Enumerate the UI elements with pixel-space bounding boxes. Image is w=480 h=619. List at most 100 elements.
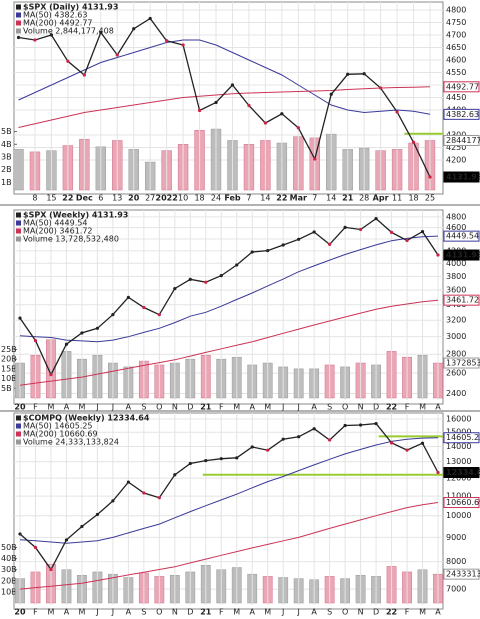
x-tick-label: S xyxy=(141,608,146,617)
price-tag-box xyxy=(443,497,480,509)
x-tick-label: 11 xyxy=(392,194,402,203)
legend-swatch xyxy=(16,28,21,34)
legend-label: Volume 24,333,133,824 xyxy=(23,438,119,447)
legend-swatch xyxy=(16,228,21,234)
price-point xyxy=(80,331,84,335)
x-tick-label: D xyxy=(373,608,379,617)
price-point xyxy=(111,499,115,503)
x-tick-label: A xyxy=(435,403,441,412)
price-point xyxy=(18,316,22,320)
y-tick-label: 2800 xyxy=(446,350,466,359)
price-tag: 4382.63 xyxy=(446,110,479,119)
x-tick-label: A xyxy=(64,608,70,617)
y-tick-label: 12000 xyxy=(446,474,471,483)
price-point xyxy=(142,491,146,495)
volume-tick-label: 20B xyxy=(1,355,17,364)
x-tick-label: J xyxy=(296,608,299,617)
price-point xyxy=(250,445,254,449)
x-tick-label: M xyxy=(78,403,85,412)
x-tick-label: 18 xyxy=(408,194,418,203)
price-point xyxy=(82,73,86,77)
price-point xyxy=(329,92,333,96)
legend-swatch xyxy=(16,4,21,10)
price-tag: 10660.69 xyxy=(446,498,480,507)
legend-label: $SPX (Weekly) 4131.93 xyxy=(23,211,128,220)
price-point xyxy=(214,100,218,105)
legend-swatch xyxy=(16,12,21,18)
price-tag: 12334.64 xyxy=(446,468,480,477)
legend-swatch xyxy=(16,423,21,429)
x-tick-label: 20 xyxy=(14,403,26,412)
x-tick-label: N xyxy=(358,403,364,412)
x-tick-label: M xyxy=(48,608,55,617)
x-tick-label: Feb xyxy=(224,194,241,203)
y-tick-label: 2400 xyxy=(446,389,466,398)
x-tick-label: O xyxy=(156,403,162,412)
x-tick-label: 18 xyxy=(194,194,204,203)
y-tick-label: 7000 xyxy=(446,585,466,594)
x-tick-label: 14 xyxy=(260,194,270,203)
x-tick-label: 7 xyxy=(246,194,251,203)
x-tick-label: 2022 xyxy=(156,194,178,203)
volume-tick-label: 5B xyxy=(1,127,12,136)
x-tick-label: D xyxy=(187,608,193,617)
price-point xyxy=(80,524,84,529)
legend-swatch xyxy=(16,431,21,437)
price-point xyxy=(66,59,70,63)
price-point xyxy=(219,274,223,278)
legend-label: MA(200) 4492.77 xyxy=(23,19,93,28)
price-point xyxy=(165,39,169,43)
volume-tick-label: 50B xyxy=(1,543,17,552)
x-tick-label: A xyxy=(126,403,132,412)
x-tick-label: 28 xyxy=(359,194,369,203)
y-tick-label: 10000 xyxy=(446,511,471,520)
price-point xyxy=(328,438,332,442)
legend-label: Volume 13,728,532,480 xyxy=(23,235,119,244)
x-tick-label: M xyxy=(233,608,240,617)
volume-tag-box xyxy=(443,134,480,146)
y-tick-label: 4200 xyxy=(446,156,466,165)
legend-label: $COMPQ (Weekly) 12334.64 xyxy=(23,414,150,423)
x-tick-label: M xyxy=(264,608,271,617)
x-tick-label: 27 xyxy=(145,194,155,203)
price-point xyxy=(346,72,350,76)
x-tick-label: F xyxy=(219,608,224,617)
price-line xyxy=(18,17,431,178)
x-tick-label: 24 xyxy=(211,194,221,203)
price-point xyxy=(362,72,366,76)
price-point xyxy=(181,43,185,47)
x-tick-label: 15 xyxy=(46,194,56,203)
x-tick-label: S xyxy=(327,403,332,412)
price-tag-box xyxy=(443,171,480,183)
price-tag: 14605.25 xyxy=(446,433,480,442)
x-tick-label: D xyxy=(373,403,379,412)
price-point xyxy=(188,461,192,466)
plot-frame xyxy=(13,209,444,405)
price-point xyxy=(296,126,300,130)
legend-label: MA(50) 4382.63 xyxy=(23,11,87,20)
price-point xyxy=(379,86,383,90)
y-tick-label: 4650 xyxy=(446,43,466,52)
price-tag: 4492.77 xyxy=(446,82,479,91)
x-tick-label: M xyxy=(419,608,426,617)
price-point xyxy=(64,538,69,542)
price-point xyxy=(313,157,317,161)
price-point xyxy=(374,421,378,426)
y-tick-label: 3600 xyxy=(446,286,466,295)
price-point xyxy=(33,338,38,343)
x-tick-label: M xyxy=(419,403,426,412)
price-tag-box xyxy=(443,432,480,444)
x-tick-label: 21 xyxy=(200,608,212,617)
volume-tick-label: 10B xyxy=(1,587,17,596)
legend-label: MA(200) 10660.69 xyxy=(23,430,98,439)
x-tick-label: N xyxy=(358,608,364,617)
price-point xyxy=(18,532,22,536)
x-tick-label: 21 xyxy=(200,403,212,412)
y-tick-label: 4700 xyxy=(446,31,466,40)
price-point xyxy=(420,441,425,445)
volume-tag: 2844177 xyxy=(446,136,480,145)
price-point xyxy=(64,342,69,346)
price-point xyxy=(204,458,208,463)
